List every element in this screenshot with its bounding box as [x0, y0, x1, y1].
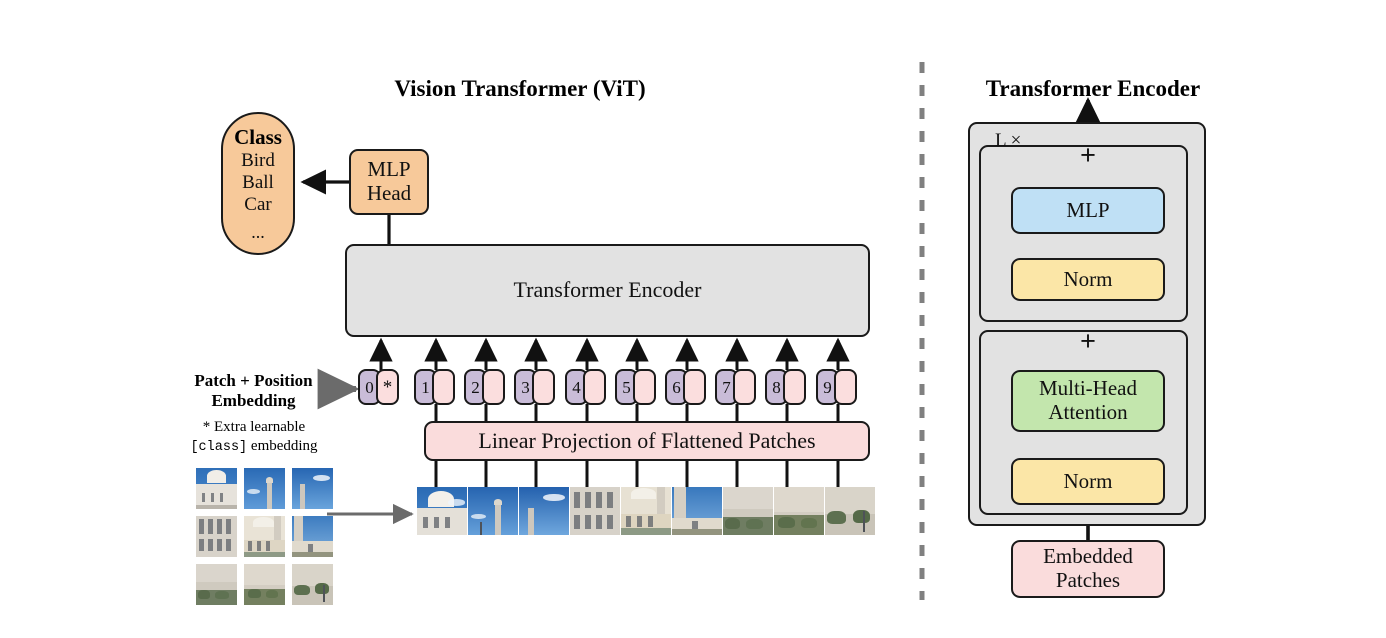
- class-item-2: Car: [244, 193, 272, 215]
- source-patch-1: [244, 468, 285, 509]
- source-patch-2: [292, 468, 333, 509]
- token-0-patch: *: [376, 369, 399, 405]
- token-6-patch: [683, 369, 706, 405]
- patch-to-projection-lines: [434, 461, 840, 487]
- strip-patch-7: [774, 487, 824, 535]
- linear-projection-label: Linear Projection of Flattened Patches: [478, 427, 816, 453]
- extra-learnable-note-line1: * Extra learnable: [202, 419, 306, 435]
- embedded-patches-block: Embedded Patches: [1011, 540, 1165, 598]
- token-1-patch: [432, 369, 455, 405]
- linear-projection-box: Linear Projection of Flattened Patches: [424, 421, 870, 461]
- mlp-head-box: MLP Head: [349, 149, 429, 215]
- strip-patch-8: [825, 487, 875, 535]
- mlp-block: MLP: [1011, 187, 1165, 234]
- token-5-patch: [633, 369, 656, 405]
- transformer-encoder-box: Transformer Encoder: [345, 244, 870, 337]
- residual-add-top-symbol: +: [1080, 139, 1096, 170]
- class-item-0: Bird: [241, 149, 275, 171]
- class-item-1: Ball: [242, 171, 274, 193]
- class-token-tail: embedding: [247, 437, 318, 454]
- mlp-head-label: MLP Head: [366, 157, 412, 205]
- projection-to-token-lines: [434, 404, 840, 421]
- strip-patch-6: [723, 487, 773, 535]
- residual-add-bottom-symbol: +: [1080, 325, 1096, 356]
- class-output-box: Class Bird Ball Car ...: [221, 112, 295, 255]
- class-token-mono: [class]: [190, 439, 248, 455]
- strip-patch-5: [672, 487, 722, 535]
- source-patch-4: [244, 516, 285, 557]
- token-9-patch: [834, 369, 857, 405]
- token-8-patch: [783, 369, 806, 405]
- source-patch-3: [196, 516, 237, 557]
- class-ellipsis: ...: [251, 221, 265, 242]
- strip-patch-3: [570, 487, 620, 535]
- token-3-patch: [532, 369, 555, 405]
- norm-top-block: Norm: [1011, 258, 1165, 301]
- multi-head-attention-label: Multi-Head Attention: [1039, 376, 1137, 424]
- token-9-position: 9: [816, 369, 839, 405]
- extra-learnable-note: * Extra learnable [class] embedding: [178, 418, 330, 457]
- strip-patch-2: [519, 487, 569, 535]
- strip-patch-4: [621, 487, 671, 535]
- token-to-encoder-arrows: [369, 337, 850, 370]
- right-panel-title: Transformer Encoder: [985, 76, 1201, 101]
- source-patch-0: [196, 468, 237, 509]
- source-patch-7: [244, 564, 285, 605]
- norm-top-label: Norm: [1063, 266, 1113, 291]
- token-7-patch: [733, 369, 756, 405]
- repeat-count-label: L ×: [995, 130, 1022, 151]
- class-heading: Class: [234, 124, 282, 149]
- strip-patch-0: [417, 487, 467, 535]
- token-2-patch: [482, 369, 505, 405]
- multi-head-attention-block: Multi-Head Attention: [1011, 370, 1165, 432]
- source-patch-5: [292, 516, 333, 557]
- extra-learnable-note-line2: [class] embedding: [178, 437, 330, 457]
- mlp-block-label: MLP: [1066, 197, 1110, 222]
- strip-patch-1: [468, 487, 518, 535]
- embedded-patches-label: Embedded Patches: [1043, 544, 1133, 592]
- source-patch-6: [196, 564, 237, 605]
- norm-bottom-label: Norm: [1063, 468, 1113, 493]
- patch-position-embedding-label: Patch + Position Embedding: [194, 371, 313, 410]
- transformer-encoder-label: Transformer Encoder: [513, 277, 702, 303]
- norm-bottom-block: Norm: [1011, 458, 1165, 505]
- token-4-patch: [583, 369, 606, 405]
- source-patch-8: [292, 564, 333, 605]
- left-panel-title: Vision Transformer (ViT): [394, 76, 646, 101]
